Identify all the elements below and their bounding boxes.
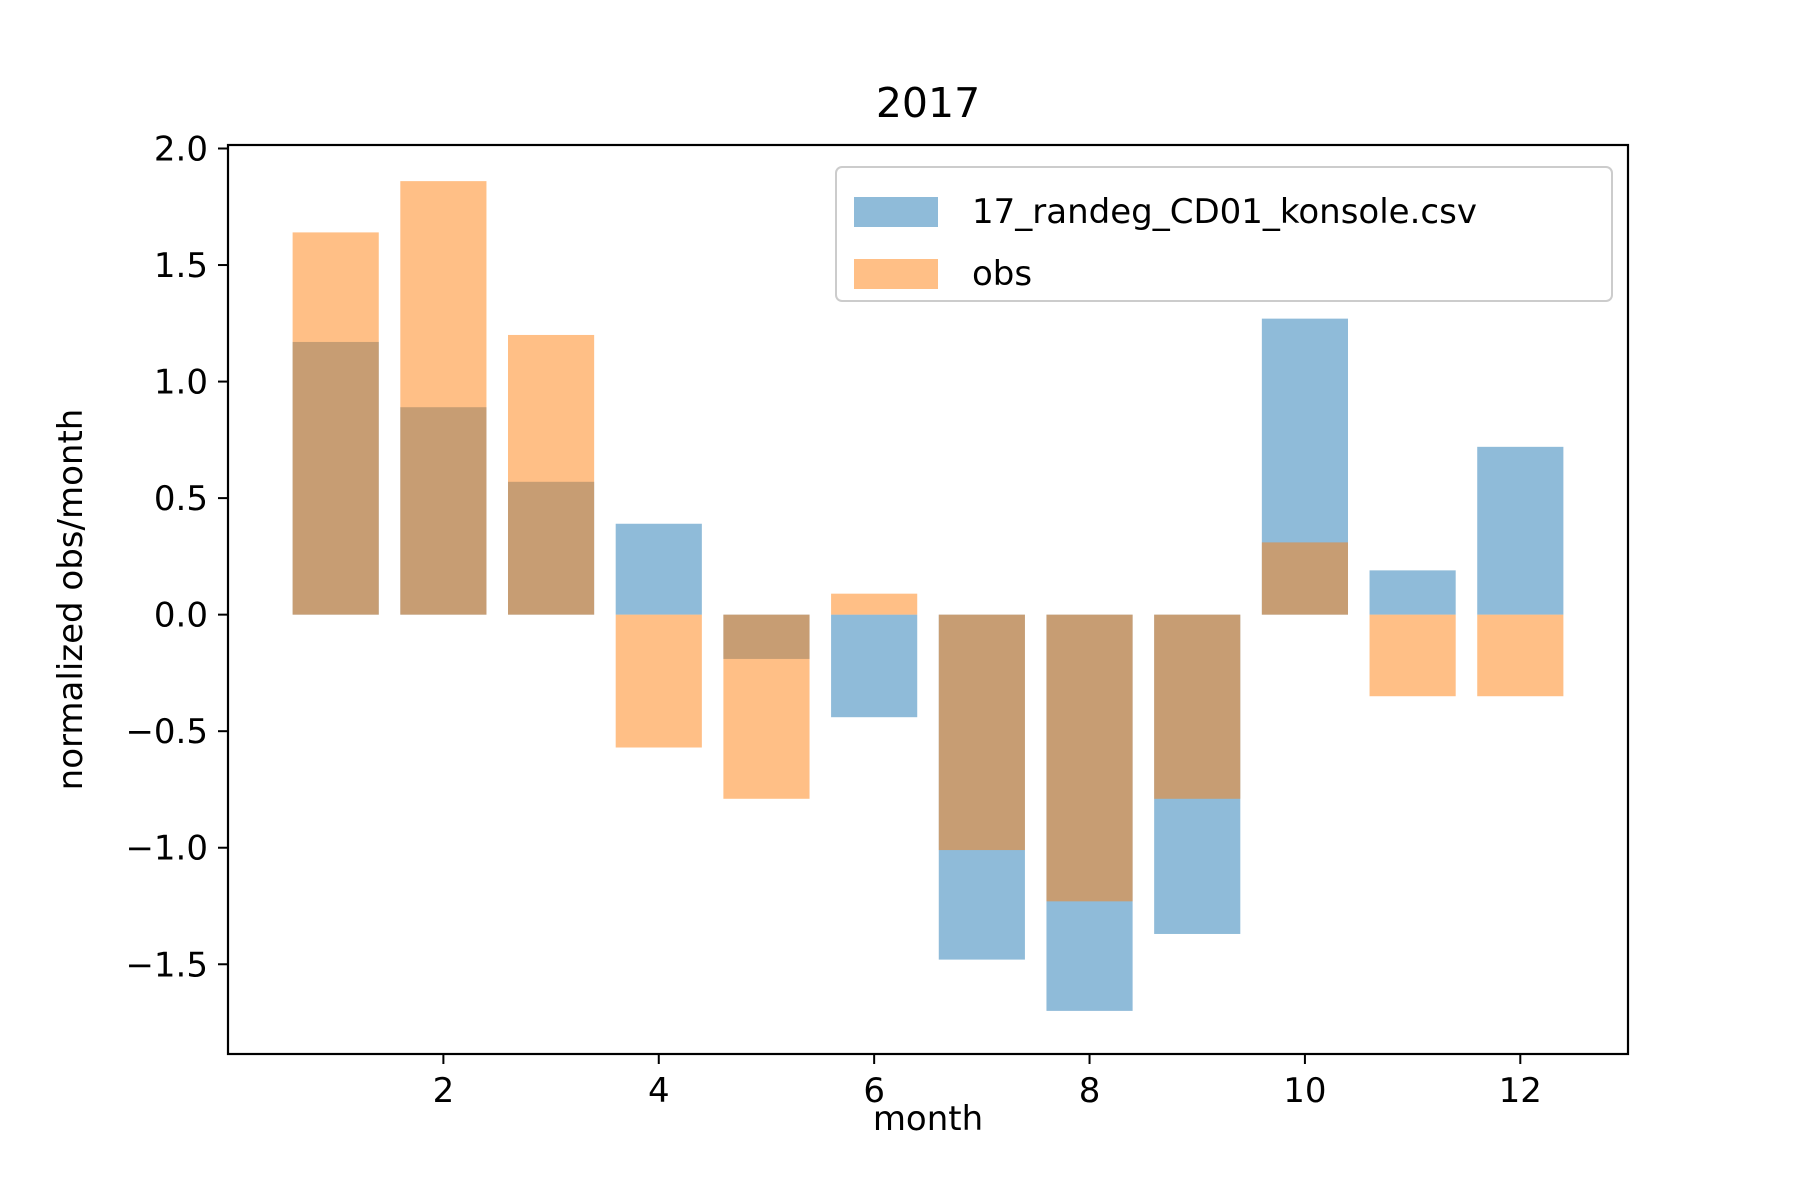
- bar-series2-month-10: [1261, 542, 1348, 615]
- legend-label-series2: obs: [972, 254, 1032, 294]
- y-tick-label: 0.0: [154, 596, 208, 636]
- bar-series2-month-7: [938, 614, 1025, 851]
- y-tick-label: −1.5: [125, 945, 208, 985]
- y-axis-ticks: −1.5 −1.0 −0.5 0.0 0.5 1.0 1.5 2.0: [125, 129, 228, 985]
- y-tick-label: 2.0: [154, 129, 208, 169]
- legend-box: [835, 166, 1613, 302]
- x-tick-label: 6: [863, 1071, 885, 1111]
- bar-series1-month-4: [615, 523, 702, 615]
- bar-series2-month-12: [1477, 614, 1564, 697]
- bar-series2-month-1: [292, 232, 379, 615]
- bar-series2-month-4: [615, 614, 702, 748]
- bar-series2-month-9: [1154, 614, 1241, 799]
- bars-group: [292, 181, 1564, 1011]
- y-tick-label: −0.5: [125, 712, 208, 752]
- plot-frame: [226, 143, 1630, 1056]
- chart-title: 2017: [876, 79, 980, 127]
- x-tick-label: 2: [433, 1071, 455, 1111]
- y-tick-label: 1.0: [154, 363, 208, 403]
- bar-series2-month-5: [723, 614, 810, 799]
- y-tick-label: −1.0: [125, 829, 208, 869]
- y-axis-label: normalized obs/month: [51, 409, 91, 791]
- y-tick-label: 1.5: [154, 246, 208, 286]
- y-tick-label: 0.5: [154, 479, 208, 519]
- bar-series2-month-6: [831, 593, 918, 615]
- x-tick-label: 10: [1283, 1071, 1326, 1111]
- bar-series2-month-2: [400, 181, 487, 615]
- bar-series2-month-8: [1046, 614, 1133, 902]
- bar-series2-month-3: [508, 334, 595, 615]
- legend-label-series1: 17_randeg_CD01_konsole.csv: [972, 192, 1477, 232]
- x-tick-label: 8: [1079, 1071, 1101, 1111]
- x-tick-label: 12: [1499, 1071, 1542, 1111]
- x-axis-label: month: [873, 1099, 983, 1139]
- bar-series1-month-11: [1369, 570, 1456, 615]
- legend-swatch-series2: [854, 259, 938, 289]
- x-axis-ticks: 2 4 6 8 10 12: [433, 1054, 1542, 1111]
- bar-series1-month-12: [1477, 446, 1564, 615]
- bar-series1-month-6: [831, 614, 918, 718]
- bar-series2-month-11: [1369, 614, 1456, 697]
- legend-swatch-series1: [854, 197, 938, 227]
- x-tick-label: 4: [648, 1071, 670, 1111]
